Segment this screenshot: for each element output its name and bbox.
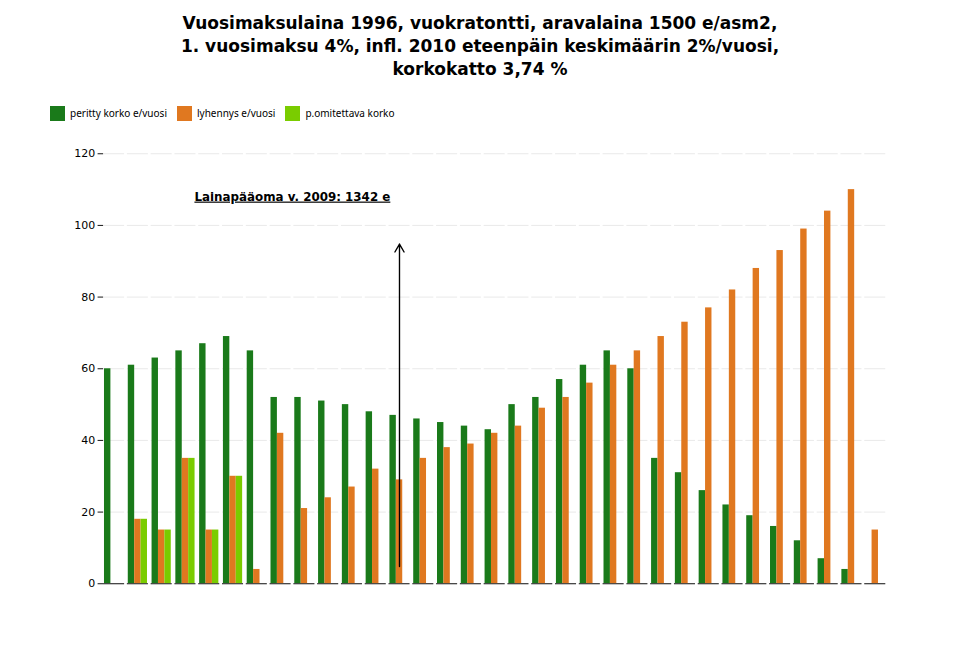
svg-text:80: 80 (81, 290, 95, 303)
svg-text:Lainapääoma v. 2009: 1342 e: Lainapääoma v. 2009: 1342 e (194, 189, 390, 203)
svg-text:40: 40 (81, 434, 95, 447)
svg-text:0: 0 (88, 577, 95, 590)
html-text:p.omitettava korko: p.omitettava korko (305, 106, 395, 121)
html-text:lyhennys e/vuosi: lyhennys e/vuosi (197, 106, 276, 121)
svg-text:20: 20 (81, 505, 95, 518)
svg-text:100: 100 (74, 219, 95, 232)
html-text:peritty korko e/vuosi: peritty korko e/vuosi (70, 106, 167, 121)
svg-text:60: 60 (81, 362, 95, 375)
html-text:Vuosimaksulaina 1996, vuokrato: Vuosimaksulaina 1996, vuokratontti, arav… (180, 13, 780, 79)
svg-text:120: 120 (74, 147, 95, 160)
